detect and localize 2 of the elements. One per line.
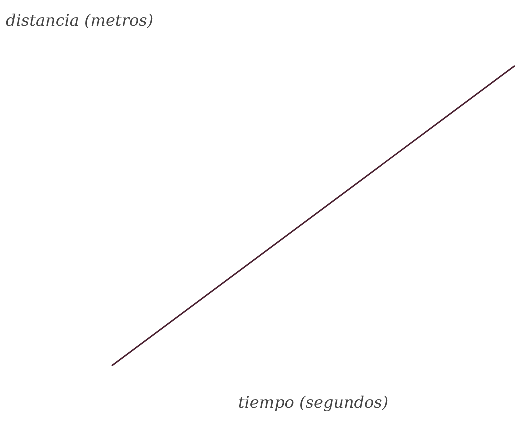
y-axis-title: distancia (metros)	[6, 11, 154, 30]
x-axis-title: tiempo (segundos)	[238, 393, 389, 412]
